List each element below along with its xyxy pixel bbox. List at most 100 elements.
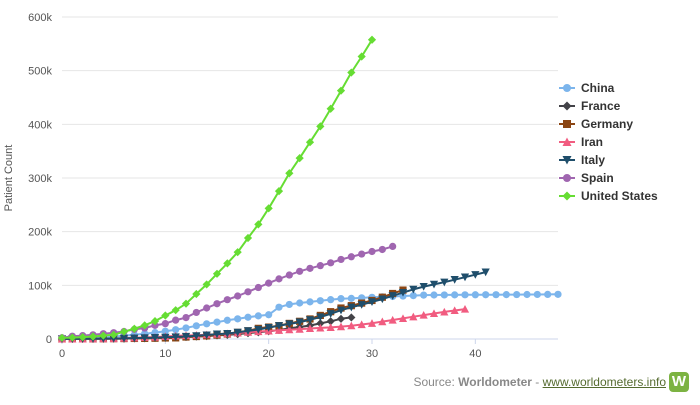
data-point-united-states-16 [223, 259, 232, 268]
data-point-italy-26 [326, 310, 335, 318]
data-point-iran-24 [305, 324, 315, 333]
data-point-china-28 [347, 294, 355, 302]
legend-marker-iran [562, 137, 572, 146]
data-point-china-14 [203, 320, 211, 328]
data-point-united-states-29 [357, 52, 366, 61]
data-point-china-15 [213, 318, 221, 326]
data-point-italy-18 [243, 327, 253, 335]
data-point-united-states-13 [192, 289, 201, 299]
data-point-china-44 [513, 290, 521, 299]
data-point-united-states-27 [336, 86, 346, 95]
data-point-spain-24 [306, 264, 314, 272]
data-point-italy-39 [460, 273, 470, 282]
data-point-china-16 [223, 316, 231, 324]
data-point-spain-26 [327, 259, 335, 267]
data-point-china-17 [234, 315, 242, 323]
data-point-china-18 [244, 313, 252, 321]
data-point-china-11 [172, 326, 180, 334]
y-tick-label-5: 500k [28, 66, 52, 78]
data-point-italy-35 [419, 282, 428, 291]
data-point-italy-12 [181, 332, 191, 341]
data-point-china-26 [327, 296, 335, 304]
data-point-spain-11 [172, 316, 180, 324]
data-point-china-22 [285, 300, 293, 309]
data-point-italy-17 [233, 328, 242, 337]
x-tick-label-1: 10 [159, 348, 171, 360]
y-tick-label-4: 400k [28, 119, 52, 131]
legend-label-china: China [581, 81, 615, 95]
source-credit: Source: Worldometer - www.worldometers.i… [413, 375, 666, 389]
data-point-china-24 [306, 298, 314, 306]
data-point-china-43 [502, 291, 510, 299]
data-point-china-20 [265, 311, 273, 319]
data-point-china-19 [254, 312, 262, 320]
data-point-spain-31 [378, 245, 386, 254]
data-point-china-36 [430, 291, 438, 299]
source-link[interactable]: www.worldometers.info [542, 375, 666, 389]
data-point-italy-9 [150, 334, 160, 342]
data-point-iran-21 [274, 326, 284, 334]
data-point-china-41 [482, 291, 490, 299]
data-point-united-states-20 [264, 204, 273, 213]
data-point-united-states-12 [181, 299, 191, 308]
data-point-iran-30 [367, 319, 377, 327]
data-point-iran-39 [460, 304, 470, 313]
data-point-china-45 [523, 290, 531, 299]
series-united-states [57, 35, 377, 342]
data-point-iran-23 [295, 325, 304, 333]
x-tick-label-2: 20 [263, 348, 275, 360]
legend-marker-united-states [562, 191, 572, 201]
data-point-italy-10 [161, 333, 170, 342]
data-point-italy-11 [171, 333, 180, 342]
data-point-united-states-21 [274, 186, 284, 196]
data-point-united-states-6 [119, 327, 129, 336]
data-point-china-42 [492, 291, 500, 299]
data-point-united-states-19 [254, 220, 263, 229]
data-point-italy-22 [285, 320, 294, 329]
data-point-italy-34 [409, 285, 418, 294]
y-tick-label-1: 100k [28, 280, 52, 292]
data-point-china-38 [451, 291, 459, 299]
data-point-italy-23 [295, 318, 304, 327]
data-point-china-13 [192, 322, 200, 330]
data-point-iran-35 [419, 310, 428, 319]
data-point-united-states-23 [295, 153, 304, 163]
data-point-united-states-25 [316, 122, 325, 131]
data-point-iran-36 [429, 309, 439, 318]
data-point-united-states-26 [326, 104, 335, 113]
data-point-united-states-18 [243, 233, 253, 243]
data-point-italy-19 [254, 325, 263, 334]
data-point-spain-14 [203, 304, 211, 312]
data-point-iran-31 [378, 317, 387, 326]
data-point-italy-20 [264, 324, 273, 332]
data-point-china-48 [554, 290, 562, 298]
data-point-united-states-3 [88, 332, 98, 341]
data-point-iran-32 [388, 315, 397, 324]
legend-label-spain: Spain [581, 171, 614, 185]
data-point-italy-33 [398, 288, 408, 297]
x-tick-label-0: 0 [59, 348, 65, 360]
data-point-spain-32 [389, 242, 397, 251]
y-axis-title: Patient Count [3, 145, 15, 212]
data-point-united-states-17 [233, 248, 242, 257]
data-point-italy-6 [119, 334, 129, 343]
legend-label-united-states: United States [581, 189, 658, 203]
data-point-italy-15 [212, 330, 222, 339]
data-point-italy-32 [388, 292, 397, 300]
data-point-iran-37 [440, 307, 449, 316]
data-point-spain-12 [182, 313, 190, 322]
legend-marker-germany [563, 120, 571, 128]
data-point-italy-8 [140, 334, 149, 343]
worldometer-logo-icon: W [669, 372, 689, 392]
data-point-spain-17 [234, 292, 242, 300]
data-point-united-states-9 [150, 317, 160, 326]
data-point-spain-13 [192, 308, 200, 317]
data-point-italy-7 [130, 334, 139, 343]
data-point-spain-16 [223, 296, 231, 304]
data-point-spain-19 [254, 283, 262, 292]
data-point-united-states-30 [367, 35, 377, 44]
data-point-china-47 [544, 290, 552, 299]
data-point-united-states-1 [68, 333, 77, 342]
data-point-united-states-28 [347, 68, 356, 77]
legend-marker-spain [563, 174, 571, 182]
